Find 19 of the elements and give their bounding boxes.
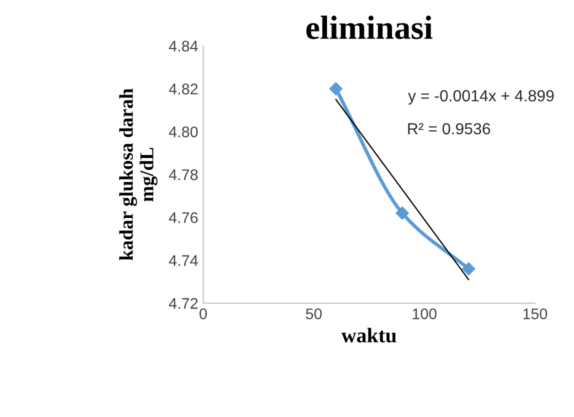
x-tick-label: 150	[523, 308, 548, 320]
point	[462, 262, 476, 276]
y-tick-label: 4.76	[168, 212, 198, 224]
y-tick-label: 4.74	[168, 255, 198, 266]
x-tick-label: 100	[412, 308, 437, 320]
y-tick-label: 4.84	[168, 40, 198, 52]
chart-title: eliminasi	[306, 16, 432, 40]
y-tick-label: 4.82	[168, 84, 198, 94]
point	[329, 82, 342, 96]
y-tick-label: 4.78	[168, 169, 198, 180]
y-axis-title: kadar glukosa darah mg/dL	[119, 88, 158, 260]
annotation: R² = 0.9536	[408, 123, 490, 134]
y-tick-label: 4.80	[168, 126, 198, 138]
y-tick-label: 4.72	[168, 298, 198, 309]
x-axis-title: waktu	[341, 328, 396, 343]
point	[396, 206, 409, 220]
annotation: y = -0.0014x + 4.899	[408, 90, 554, 105]
x-tick-label: 0	[200, 308, 207, 320]
x-tick-label: 50	[306, 308, 322, 320]
